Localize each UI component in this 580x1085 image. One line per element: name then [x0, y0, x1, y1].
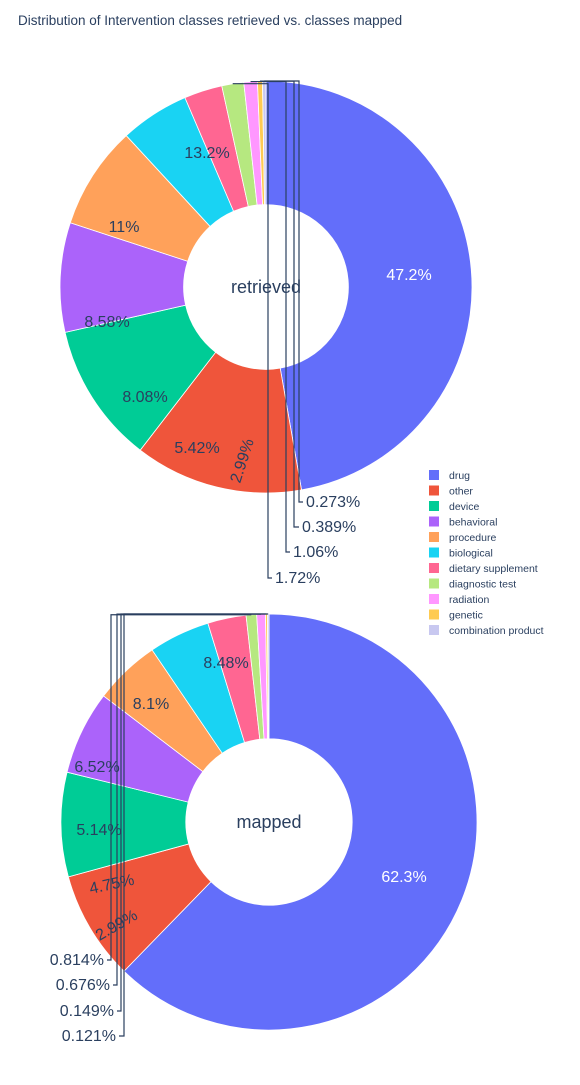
- legend: drug other device behavioral procedure biolog…: [429, 470, 544, 637]
- retrieved-outside-label-combination-product: 0.273%: [306, 494, 360, 511]
- retrieved-outside-label-diagnostic-test: 1.72%: [275, 570, 320, 587]
- retrieved-slice-other[interactable]: [139, 351, 302, 494]
- legend-item-combination-product[interactable]: combination product: [429, 625, 544, 637]
- retrieved-leader-diagnostic-test: [232, 83, 272, 579]
- legend-swatch: [429, 578, 439, 589]
- mapped-outside-label-diagnostic-test: 0.814%: [50, 952, 104, 969]
- retrieved-label-biological: 5.42%: [174, 440, 219, 457]
- legend-item-other[interactable]: other: [429, 485, 473, 498]
- legend-label: procedure: [449, 532, 496, 544]
- retrieved-label-device: 11%: [109, 219, 140, 236]
- retrieved-outside-label-genetic: 0.389%: [302, 519, 356, 536]
- mapped-label-other: 8.48%: [203, 655, 248, 672]
- legend-label: genetic: [449, 610, 483, 622]
- legend-item-behavioral[interactable]: behavioral: [429, 516, 497, 529]
- retrieved-slice-drug[interactable]: [265, 80, 473, 491]
- legend-label: combination product: [449, 625, 544, 637]
- mapped-outside-label-genetic: 0.149%: [60, 1003, 114, 1020]
- legend-item-genetic[interactable]: genetic: [429, 609, 483, 622]
- legend-label: other: [449, 486, 473, 498]
- legend-label: device: [449, 501, 480, 513]
- legend-item-diagnostic-test[interactable]: diagnostic test: [429, 578, 516, 591]
- legend-label: behavioral: [449, 517, 497, 529]
- legend-item-drug[interactable]: drug: [429, 470, 470, 482]
- mapped-slice-drug[interactable]: [123, 613, 478, 1031]
- legend-label: biological: [449, 548, 493, 560]
- legend-swatch: [429, 625, 439, 635]
- legend-label: diagnostic test: [449, 579, 516, 591]
- legend-item-device[interactable]: device: [429, 501, 480, 513]
- legend-item-biological[interactable]: biological: [429, 547, 493, 560]
- pie-mapped: mapped62.3%8.48%8.1%6.52%5.14%4.75%2.99%…: [50, 613, 478, 1045]
- legend-item-procedure[interactable]: procedure: [429, 532, 496, 544]
- legend-item-radiation[interactable]: radiation: [429, 594, 489, 606]
- legend-label: radiation: [449, 594, 489, 606]
- legend-swatch: [429, 470, 439, 480]
- retrieved-label-procedure: 8.08%: [122, 389, 167, 406]
- legend-label: drug: [449, 470, 470, 482]
- chart-title: Distribution of Intervention classes ret…: [18, 13, 402, 28]
- retrieved-center-label: retrieved: [231, 277, 301, 297]
- legend-swatch: [429, 594, 439, 604]
- mapped-label-behavioral: 6.52%: [74, 759, 119, 776]
- legend-swatch: [429, 485, 439, 496]
- legend-swatch: [429, 609, 439, 620]
- retrieved-label-behavioral: 8.58%: [84, 314, 129, 331]
- legend-item-dietary-supplement[interactable]: dietary supplement: [429, 563, 538, 575]
- mapped-center-label: mapped: [236, 812, 301, 832]
- mapped-outside-label-combination-product: 0.121%: [62, 1028, 116, 1045]
- legend-swatch: [429, 563, 439, 573]
- mapped-label-drug: 62.3%: [381, 869, 426, 886]
- retrieved-label-drug: 47.2%: [386, 267, 431, 284]
- legend-swatch: [429, 516, 439, 527]
- legend-swatch: [429, 501, 439, 511]
- retrieved-leader-radiation: [250, 80, 290, 553]
- mapped-outside-label-radiation: 0.676%: [56, 977, 110, 994]
- legend-swatch: [429, 547, 439, 558]
- mapped-leader-combination-product: [119, 613, 269, 1037]
- retrieved-label-other: 13.2%: [184, 145, 229, 162]
- legend-label: dietary supplement: [449, 563, 538, 575]
- retrieved-outside-label-radiation: 1.06%: [293, 544, 338, 561]
- legend-swatch: [429, 532, 439, 542]
- mapped-label-device: 8.1%: [133, 696, 169, 713]
- mapped-label-procedure: 5.14%: [76, 822, 121, 839]
